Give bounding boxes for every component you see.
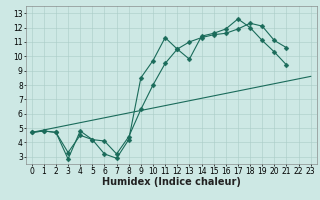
X-axis label: Humidex (Indice chaleur): Humidex (Indice chaleur) [102,177,241,187]
